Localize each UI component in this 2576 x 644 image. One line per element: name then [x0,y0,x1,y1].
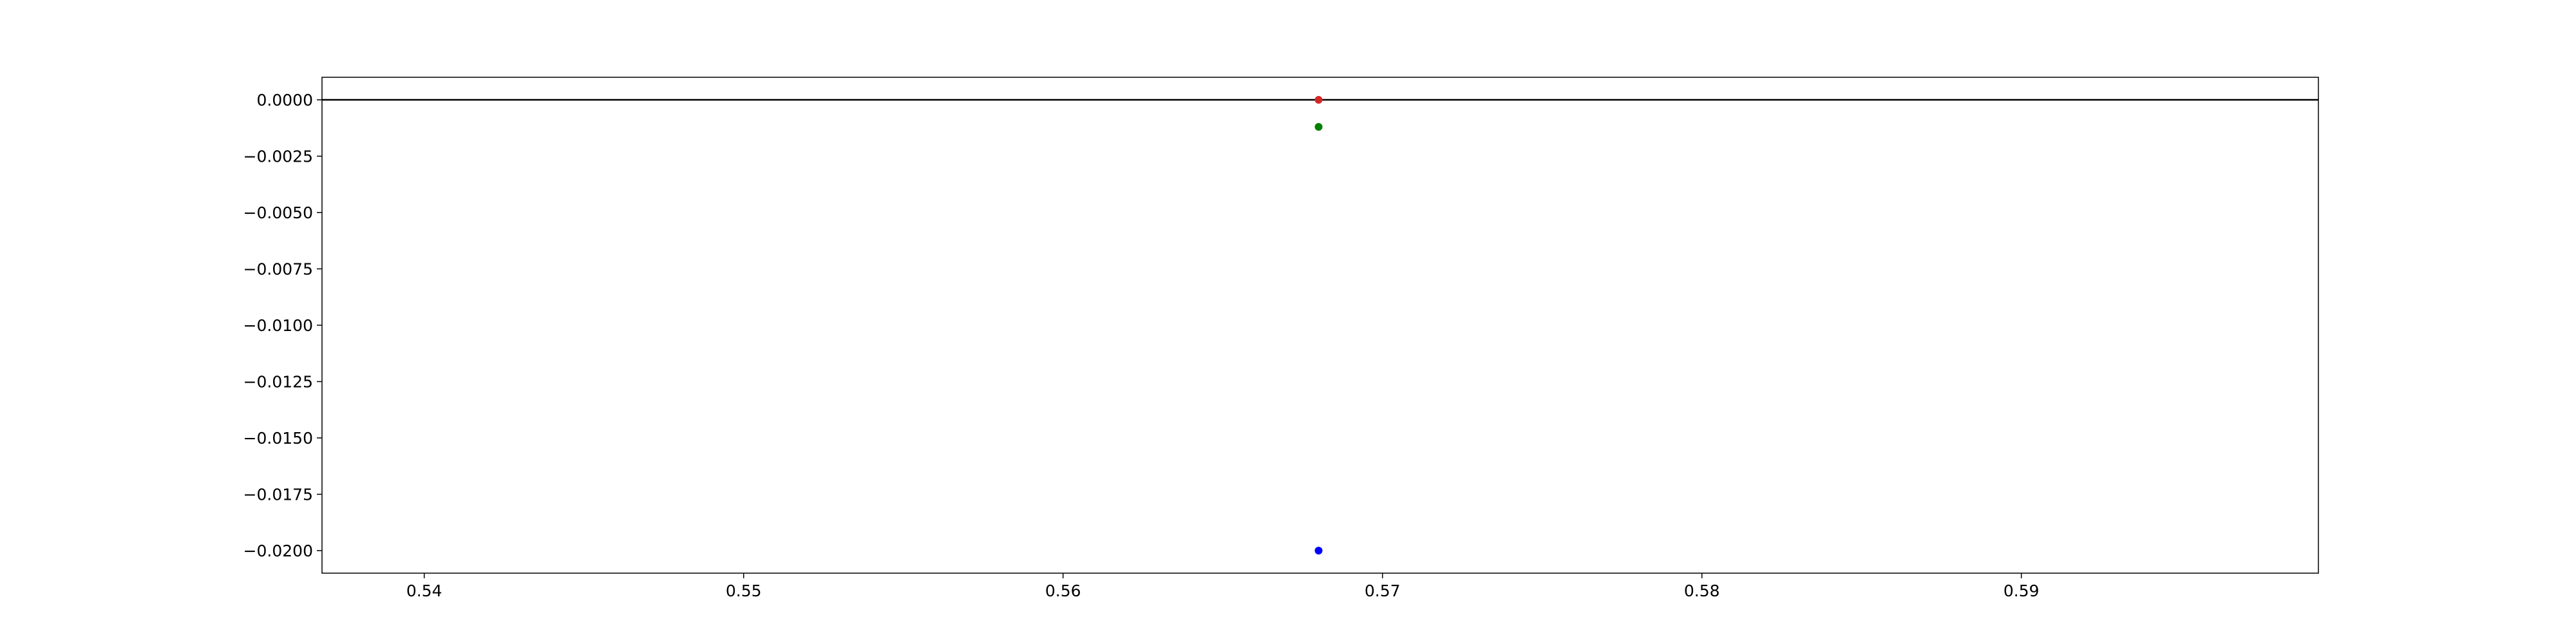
x-tick-label: 0.54 [406,582,442,600]
scatter-point-1 [1314,123,1323,131]
scatter-point-0 [1314,96,1323,104]
y-tick-label: −0.0025 [243,147,313,166]
y-tick-label: −0.0125 [243,373,313,392]
y-tick-label: 0.0000 [257,91,313,109]
plot-frame [321,77,2319,574]
plot-area [322,77,2318,573]
x-tick-label: 0.56 [1045,582,1081,600]
x-tick-label: 0.55 [726,582,762,600]
y-tick-label: −0.0075 [243,260,313,279]
x-axis: 0.54 0.55 0.56 0.57 0.58 0.59 [406,573,2040,600]
y-tick-label: −0.0200 [243,542,313,560]
y-tick-label: −0.0050 [243,204,313,222]
x-tick-label: 0.57 [1365,582,1401,600]
x-tick-label: 0.58 [1684,582,1720,600]
y-axis: 0.0000 −0.0025 −0.0050 −0.0075 −0.0100 −0.012… [243,91,322,560]
y-tick-label: −0.0100 [243,316,313,335]
data-points [1314,96,1323,554]
y-tick-label: −0.0175 [243,486,313,504]
y-tick-label: −0.0150 [243,429,313,448]
scatter-point-2 [1314,547,1323,554]
x-tick-label: 0.59 [2003,582,2040,600]
